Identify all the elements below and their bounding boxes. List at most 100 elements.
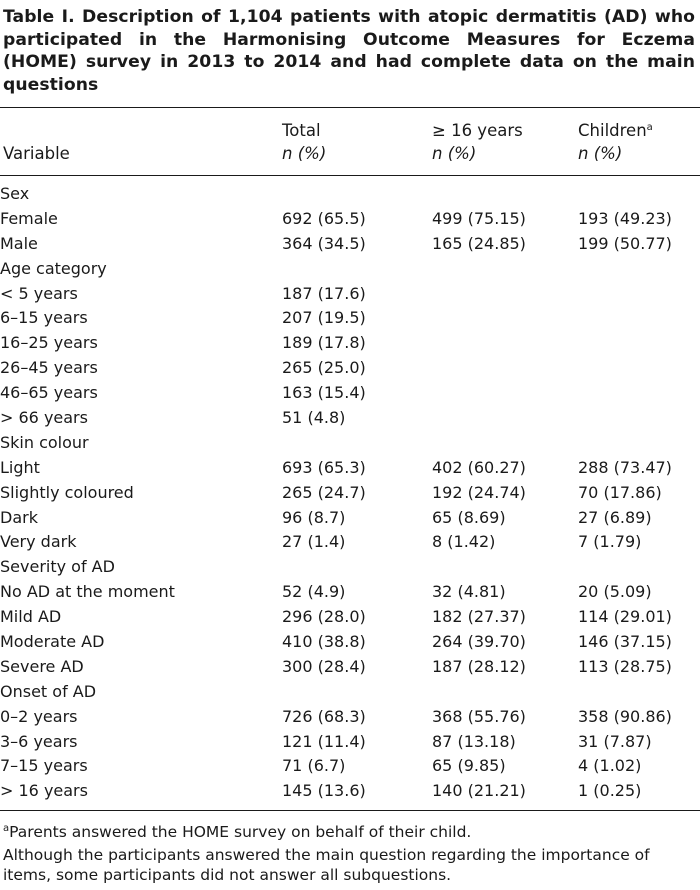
table-row: 6–15 years 207 (19.5) <box>0 305 700 330</box>
cell-children <box>578 355 700 380</box>
cell-adults <box>432 181 578 206</box>
category-row: Age category <box>0 256 700 281</box>
cell-children: 4 (1.02) <box>578 756 642 776</box>
cell-total: 51 (4.8) <box>282 407 346 427</box>
table-body: Sex Female 692 (65.5) 499 (75.15) 193 (49.23… <box>0 181 700 803</box>
header-rule <box>0 175 700 176</box>
cell-total: 265 (25.0) <box>282 358 366 378</box>
table-row: 0–2 years 726 (68.3) 368 (55.76) 358 (90.86… <box>0 704 700 729</box>
header-children-unit: n (%) <box>578 144 623 163</box>
cell-total: 163 (15.4) <box>282 383 366 403</box>
cell-total <box>282 181 432 206</box>
cell-children <box>578 281 700 306</box>
cell-adults: 182 (27.37) <box>432 607 526 627</box>
cell-children <box>578 679 700 704</box>
category-row: Severity of AD <box>0 554 700 579</box>
cell-children <box>578 330 700 355</box>
cell-children: 27 (6.89) <box>578 507 652 527</box>
category-label: Skin colour <box>0 432 89 452</box>
row-label: 3–6 years <box>0 731 78 751</box>
cell-total: 265 (24.7) <box>282 482 366 502</box>
cell-adults <box>432 256 578 281</box>
top-rule <box>0 107 700 108</box>
cell-children <box>578 181 700 206</box>
cell-adults <box>432 355 578 380</box>
cell-adults: 368 (55.76) <box>432 706 526 726</box>
table-row: Dark 96 (8.7) 65 (8.69) 27 (6.89) <box>0 505 700 530</box>
cell-children: 20 (5.09) <box>578 582 652 602</box>
cell-total: 71 (6.7) <box>282 756 346 776</box>
cell-total: 52 (4.9) <box>282 582 346 602</box>
row-label: 16–25 years <box>0 333 98 353</box>
row-label: Mild AD <box>0 607 62 627</box>
category-label: Onset of AD <box>0 681 97 701</box>
table-row: Mild AD 296 (28.0) 182 (27.37) 114 (29.01) <box>0 604 700 629</box>
header-adults-unit: n (%) <box>432 144 477 163</box>
table-row: 7–15 years 71 (6.7) 65 (9.85) 4 (1.02) <box>0 753 700 778</box>
cell-total: 189 (17.8) <box>282 333 366 353</box>
table-row: Male 364 (34.5) 165 (24.85) 199 (50.77) <box>0 231 700 256</box>
cell-adults: 264 (39.70) <box>432 631 526 651</box>
cell-children: 31 (7.87) <box>578 731 652 751</box>
cell-adults: 165 (24.85) <box>432 233 526 253</box>
cell-adults: 402 (60.27) <box>432 457 526 477</box>
cell-total: 300 (28.4) <box>282 656 366 676</box>
category-row: Onset of AD <box>0 679 700 704</box>
cell-total: 145 (13.6) <box>282 781 366 801</box>
cell-total: 187 (17.6) <box>282 283 366 303</box>
cell-total: 693 (65.3) <box>282 457 366 477</box>
cell-adults: 140 (21.21) <box>432 781 526 801</box>
cell-adults <box>432 380 578 405</box>
cell-total <box>282 430 432 455</box>
table-row: Severe AD 300 (28.4) 187 (28.12) 113 (28.75… <box>0 654 700 679</box>
footnote-a: aParents answered the HOME survey on beh… <box>3 822 697 842</box>
cell-children: 114 (29.01) <box>578 607 672 627</box>
row-label: Light <box>0 457 40 477</box>
row-label: Severe AD <box>0 656 84 676</box>
row-label: Male <box>0 233 38 253</box>
cell-adults <box>432 305 578 330</box>
header-variable: Variable <box>3 144 70 163</box>
cell-adults: 187 (28.12) <box>432 656 526 676</box>
cell-total: 410 (38.8) <box>282 631 366 651</box>
cell-total: 364 (34.5) <box>282 233 366 253</box>
cell-children: 70 (17.86) <box>578 482 662 502</box>
cell-total: 692 (65.5) <box>282 208 366 228</box>
cell-adults: 8 (1.42) <box>432 532 496 552</box>
footnote-note: Although the participants answered the m… <box>3 846 650 884</box>
table-row: Female 692 (65.5) 499 (75.15) 193 (49.23) <box>0 206 700 231</box>
header-total-unit: n (%) <box>282 144 327 163</box>
cell-adults: 65 (8.69) <box>432 507 506 527</box>
footnote-a-text: Parents answered the HOME survey on beha… <box>9 823 472 841</box>
cell-children: 193 (49.23) <box>578 208 672 228</box>
table-row: 46–65 years 163 (15.4) <box>0 380 700 405</box>
category-label: Age category <box>0 258 107 278</box>
row-label: 0–2 years <box>0 706 78 726</box>
row-label: Moderate AD <box>0 631 105 651</box>
cell-adults <box>432 330 578 355</box>
cell-total: 121 (11.4) <box>282 731 366 751</box>
cell-total <box>282 679 432 704</box>
cell-total <box>282 256 432 281</box>
cell-children: 1 (0.25) <box>578 781 642 801</box>
table-row: 26–45 years 265 (25.0) <box>0 355 700 380</box>
table-row: < 5 years 187 (17.6) <box>0 281 700 306</box>
cell-children: 358 (90.86) <box>578 706 672 726</box>
row-label: 26–45 years <box>0 358 98 378</box>
cell-total: 207 (19.5) <box>282 308 366 328</box>
table-row: Very dark 27 (1.4) 8 (1.42) 7 (1.79) <box>0 529 700 554</box>
table-row: > 16 years 145 (13.6) 140 (21.21) 1 (0.25) <box>0 778 700 803</box>
cell-total: 96 (8.7) <box>282 507 346 527</box>
cell-children <box>578 380 700 405</box>
table-row: 3–6 years 121 (11.4) 87 (13.18) 31 (7.87) <box>0 729 700 754</box>
cell-children: 288 (73.47) <box>578 457 672 477</box>
cell-total: 726 (68.3) <box>282 706 366 726</box>
cell-adults: 65 (9.85) <box>432 756 506 776</box>
cell-children <box>578 430 700 455</box>
cell-adults <box>432 281 578 306</box>
category-row: Skin colour <box>0 430 700 455</box>
header-adults: ≥ 16 years <box>432 121 523 140</box>
row-label: Female <box>0 208 58 228</box>
cell-adults: 32 (4.81) <box>432 582 506 602</box>
